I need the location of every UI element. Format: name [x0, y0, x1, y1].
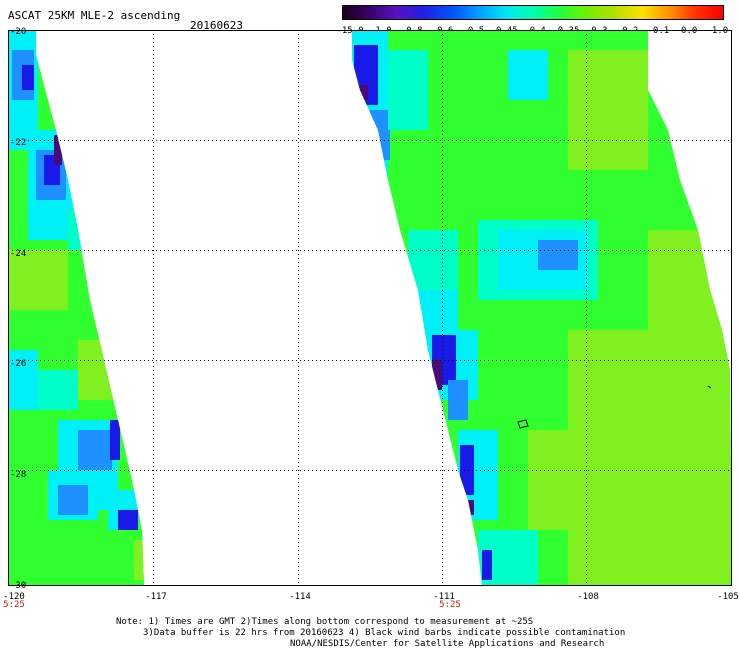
- wind-field-patch: [482, 550, 492, 580]
- wind-field-patch: [58, 485, 88, 515]
- wind-field-patch: [110, 420, 120, 460]
- longitude-tick-label: -114: [289, 592, 311, 602]
- wind-barb-mark: [707, 385, 712, 389]
- wind-field-patch: [370, 110, 390, 160]
- longitude-tick-label: -117: [145, 592, 167, 602]
- wind-field-patch: [78, 430, 112, 470]
- wind-field-patch: [648, 230, 732, 330]
- wind-field-patch: [508, 50, 548, 100]
- wind-field-patch: [134, 540, 144, 580]
- wind-field-patch: [8, 530, 144, 586]
- wind-field-patch: [432, 360, 442, 390]
- wind-field-patch: [8, 250, 68, 310]
- wind-field-patch: [388, 50, 428, 130]
- pass-time-label: 5:25: [3, 600, 25, 610]
- latitude-tick-label: -22: [10, 137, 27, 148]
- date-label: 20160623: [190, 19, 243, 32]
- note-line-1: Note: 1) Times are GMT 2)Times along bot…: [116, 617, 534, 627]
- longitude-tick-label: -105: [717, 592, 739, 602]
- longitude-tick-label: -120: [3, 592, 25, 602]
- note-line-2: 3)Data buffer is 22 hrs from 20160623 4)…: [143, 628, 626, 638]
- wind-field-patch: [460, 445, 474, 495]
- longitude-tick-label: -111: [433, 592, 455, 602]
- island-outline: [517, 419, 529, 429]
- color-scale-bar: [342, 5, 724, 20]
- wind-field-patch: [54, 135, 62, 165]
- latitude-tick-label: -26: [10, 359, 27, 370]
- wind-field-patch: [568, 330, 732, 586]
- chart-title: ASCAT 25KM MLE-2 ascending: [8, 9, 181, 22]
- latitude-tick-label: -28: [10, 470, 27, 481]
- scatterometer-swaths: [8, 30, 732, 586]
- wind-field-patch: [358, 85, 368, 100]
- map-plot-area: [8, 30, 732, 586]
- wind-field-patch: [538, 240, 578, 270]
- pass-time-label: 5:25: [439, 600, 461, 610]
- latitude-tick-label: -20: [10, 27, 27, 37]
- latitude-tick-label: -30: [10, 581, 27, 591]
- wind-field-patch: [528, 430, 588, 530]
- note-line-3: NOAA/NESDIS/Center for Satellite Applica…: [290, 639, 605, 649]
- wind-field-patch: [68, 210, 84, 250]
- plot-frame: [8, 30, 732, 586]
- wind-field-patch: [568, 50, 648, 170]
- longitude-tick-label: -108: [577, 592, 599, 602]
- wind-field-patch: [448, 380, 468, 420]
- wind-field-patch: [466, 500, 474, 515]
- latitude-tick-label: -24: [10, 248, 27, 259]
- wind-field-patch: [22, 65, 34, 90]
- wind-field-patch: [78, 340, 128, 400]
- wind-field-patch: [38, 370, 78, 410]
